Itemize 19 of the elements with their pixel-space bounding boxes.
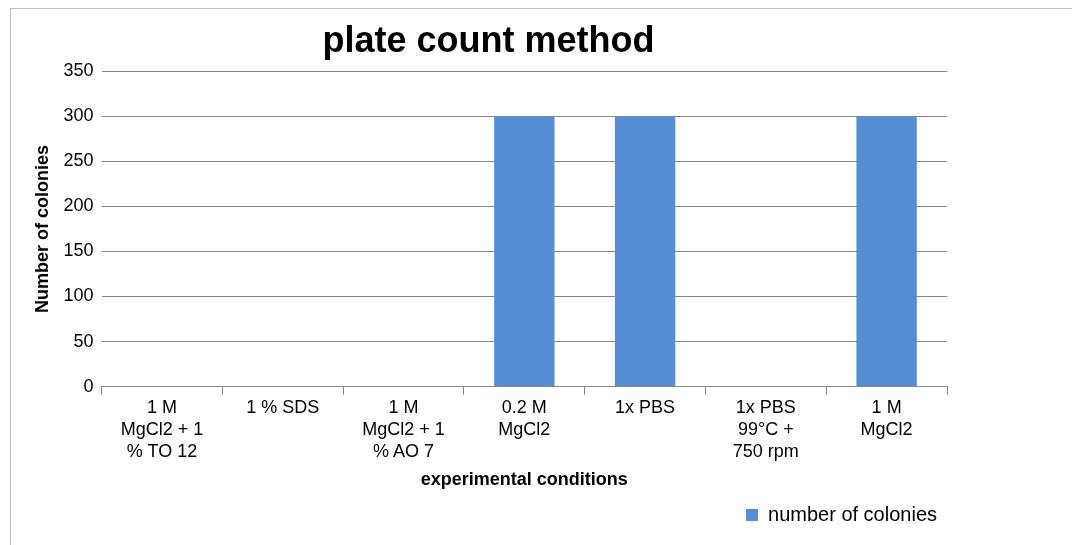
x-tick-label: 1x PBS 99°C + 750 rpm [732, 397, 799, 461]
y-tick-label: 250 [63, 150, 94, 171]
legend-label: number of colonies [768, 502, 937, 525]
x-tick-label: 1 M MgCl2 [860, 397, 913, 439]
x-tick-label: 1 M MgCl2 + 1 % TO 12 [120, 397, 204, 461]
x-tick-label: 1 M MgCl2 + 1 % AO 7 [362, 397, 445, 461]
chart-title: plate count method [322, 18, 655, 60]
y-tick-label: 100 [63, 285, 94, 306]
y-tick-label: 200 [63, 195, 94, 216]
y-tick-label: 0 [83, 375, 94, 396]
y-axis-title: Number of colonies [31, 144, 52, 313]
y-tick-label: 150 [63, 240, 94, 261]
x-tick-label: 1x PBS [615, 397, 676, 418]
x-tick-label: 1 % SDS [246, 397, 320, 418]
x-tick-label: 0.2 M MgCl2 [498, 397, 551, 439]
x-axis-title: experimental conditions [420, 469, 628, 490]
y-tick-label: 50 [73, 330, 94, 351]
y-tick-label: 300 [63, 105, 94, 126]
y-tick-label: 350 [63, 60, 94, 81]
